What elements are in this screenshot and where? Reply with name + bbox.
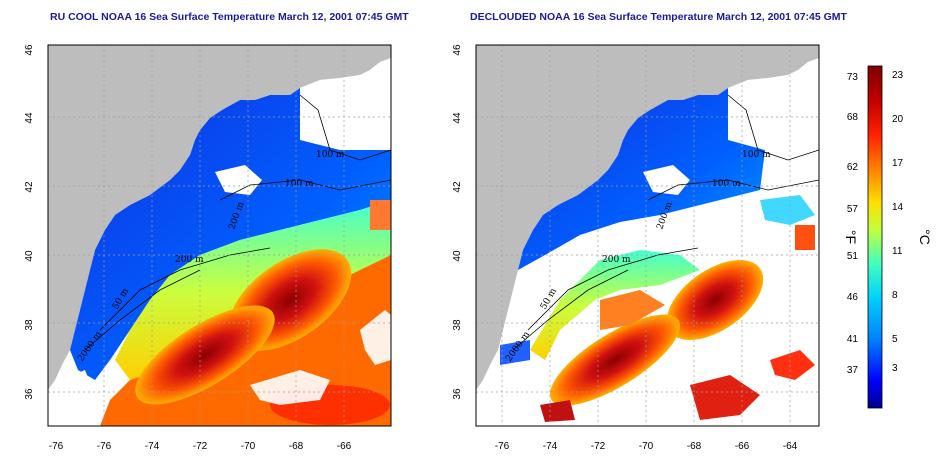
lon-tick: -70 (639, 441, 654, 452)
lon-tick: -70 (241, 441, 256, 452)
colorbar-f-tick: 37 (847, 365, 859, 376)
lat-tick: 42 (24, 181, 35, 193)
graticule (48, 45, 391, 426)
panel-right-map: 100 m 100 m 200 m 200 m 50 m 2000 m (476, 45, 819, 426)
lon-tick: -66 (337, 441, 352, 452)
lat-tick: 44 (452, 112, 463, 124)
lon-tick: -72 (193, 441, 208, 452)
lat-tick: 46 (24, 44, 35, 56)
colorbar-f-tick: 73 (847, 72, 859, 83)
colorbar-f-tick: 68 (847, 112, 859, 123)
colorbar-celsius-label: °C (917, 229, 933, 245)
lat-tick: 40 (24, 250, 35, 262)
land-mass (48, 45, 391, 390)
lon-tick: -76 (495, 441, 510, 452)
lat-tick: 40 (452, 250, 463, 262)
colorbar-c-tick: 17 (892, 158, 904, 169)
isobath-100m (727, 94, 819, 161)
lat-tick: 36 (452, 388, 463, 400)
lat-tick: 46 (452, 44, 463, 56)
contour-label: 200 m (175, 255, 204, 265)
panel-left-title: RU COOL NOAA 16 Sea Surface Temperature … (50, 11, 409, 23)
colorbar-scale (867, 65, 883, 409)
panel-right-frame (475, 44, 820, 427)
lon-tick: -68 (289, 441, 304, 452)
colorbar: 73 68 62 57 51 46 41 37 23 20 17 14 11 8… (843, 65, 933, 409)
isobath-200m (647, 179, 819, 201)
panel-left-lon-axis: -76 -76 -74 -72 -70 -68 -66 (49, 441, 352, 452)
lon-tick: -64 (783, 441, 798, 452)
lon-tick: -76 (49, 441, 64, 452)
lon-tick: -76 (97, 441, 112, 452)
colorbar-fahrenheit-label: °F (843, 230, 859, 244)
cloud-patch (250, 370, 330, 405)
contour-label: 100 m (285, 179, 314, 189)
panel-right-title: DECLOUDED NOAA 16 Sea Surface Temperatur… (470, 11, 847, 23)
colorbar-f-tick: 57 (847, 204, 859, 215)
colorbar-f-tick: 41 (847, 334, 859, 345)
colorbar-c-tick: 20 (892, 114, 904, 125)
colorbar-f-tick: 46 (847, 292, 859, 303)
slope-water (530, 250, 700, 360)
panel-right-lon-axis: -76 -74 -72 -70 -68 -66 -64 (495, 441, 798, 452)
panel-right-lat-axis: 36 38 40 42 44 46 (452, 44, 463, 400)
contour-label: 100 m (742, 150, 771, 160)
lon-tick: -72 (591, 441, 606, 452)
contour-label: 200 m (602, 255, 631, 265)
colorbar-c-tick: 23 (892, 70, 904, 81)
isobath-100m (299, 94, 391, 161)
contour-label: 100 m (316, 150, 345, 160)
lon-tick: -68 (687, 441, 702, 452)
colorbar-c-tick: 8 (892, 290, 898, 301)
graticule (476, 45, 819, 426)
colorbar-c-tick: 11 (892, 246, 903, 257)
panel-left-frame (47, 44, 392, 427)
lon-tick: -66 (735, 441, 750, 452)
isobath-200m (219, 179, 391, 201)
shelf-water (70, 88, 391, 380)
panel-left-lat-axis: 36 38 40 42 44 46 (24, 44, 35, 400)
lat-tick: 38 (452, 319, 463, 331)
shelf-water (518, 88, 765, 270)
lat-tick: 36 (24, 388, 35, 400)
colorbar-c-tick: 14 (892, 202, 904, 213)
colorbar-c-tick: 3 (892, 363, 898, 374)
colorbar-f-tick: 51 (847, 251, 859, 262)
colorbar-c-tick: 5 (892, 334, 898, 345)
lon-tick: -74 (145, 441, 160, 452)
lon-tick: -74 (543, 441, 558, 452)
lat-tick: 38 (24, 319, 35, 331)
land-mass (476, 45, 819, 390)
panel-left-map: 100 m 100 m 200 m 200 m 50 m 2000 m (48, 45, 391, 426)
lat-tick: 44 (24, 112, 35, 124)
colorbar-f-tick: 62 (847, 162, 859, 173)
lat-tick: 42 (452, 181, 463, 193)
contour-label: 100 m (712, 179, 741, 189)
